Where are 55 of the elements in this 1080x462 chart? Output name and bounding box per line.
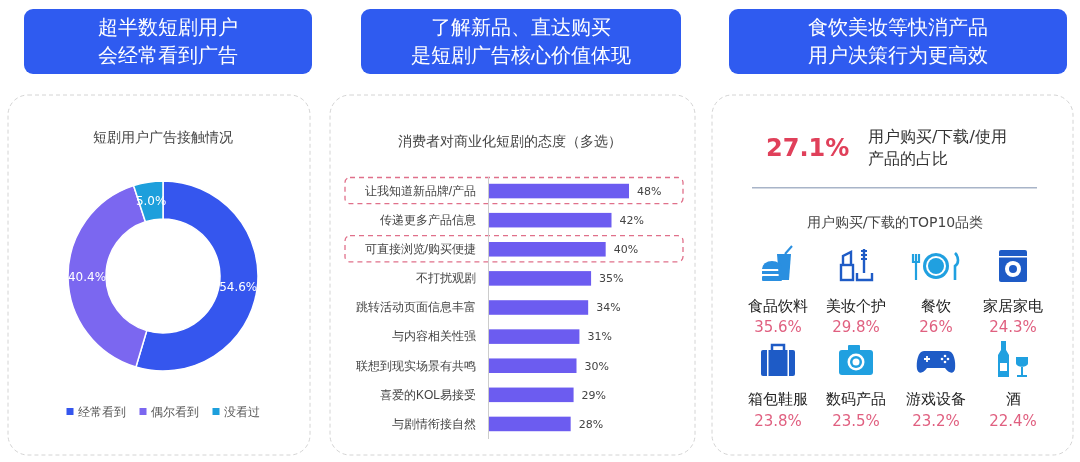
legend-label: 没看过 xyxy=(223,405,260,420)
bar xyxy=(489,271,592,286)
chart-subtitle: 消费者对商业化短剧的态度（多选） xyxy=(398,133,622,149)
y-tick-label: 不打扰观剧 xyxy=(416,271,476,286)
text: 用户购买/下载的TOP10品类 xyxy=(806,214,984,230)
bar xyxy=(489,358,577,373)
text: 27.1% xyxy=(766,134,850,162)
text: 24.3% xyxy=(989,318,1037,336)
data-label: 48% xyxy=(637,184,662,198)
bar xyxy=(489,329,580,344)
text: 29.8% xyxy=(832,318,880,336)
category-label: 游戏设备 xyxy=(906,390,966,408)
text: 23.2% xyxy=(912,412,960,430)
y-tick-label: 联想到现实场景有共鸣 xyxy=(356,358,476,373)
category-label: 美妆个护 xyxy=(826,297,886,315)
bar xyxy=(489,242,606,257)
y-tick-label: 让我知道新品牌/产品 xyxy=(364,183,476,198)
y-tick-label: 跳转活动页面信息丰富 xyxy=(356,300,476,315)
text: 26% xyxy=(919,318,953,336)
data-label: 54.6% xyxy=(219,280,258,295)
legend-label: 经常看到 xyxy=(77,405,126,420)
data-label: 35% xyxy=(599,272,624,286)
text: 食饮美妆等快消产品用户决策行为更高效 xyxy=(808,15,988,67)
category-label: 数码产品 xyxy=(826,390,886,408)
data-label: 34% xyxy=(596,301,621,315)
text: 用户购买/下载/使用产品的占比 xyxy=(868,127,1007,168)
y-tick-label: 可直接浏览/购买便捷 xyxy=(364,242,476,257)
text: 35.6% xyxy=(754,318,802,336)
category-label: 食品饮料 xyxy=(748,297,808,315)
category-label: 餐饮 xyxy=(921,297,951,315)
chart-subtitle: 短剧用户广告接触情况 xyxy=(93,129,233,145)
text: 23.5% xyxy=(832,412,880,430)
category-label: 家居家电 xyxy=(983,297,1043,315)
legend-label: 偶尔看到 xyxy=(150,405,199,420)
chart-title: 了解新品、直达购买是短剧广告核心价值体现 xyxy=(411,15,631,67)
bar xyxy=(489,212,612,228)
data-label: 42% xyxy=(619,214,644,228)
bar xyxy=(489,183,629,199)
bar xyxy=(489,416,571,432)
text: 23.8% xyxy=(754,412,802,430)
bar xyxy=(489,300,589,315)
chart-title: 超半数短剧用户会经常看到广告 xyxy=(98,15,238,67)
y-tick-label: 传递更多产品信息 xyxy=(380,213,476,228)
data-label: 40% xyxy=(613,243,639,257)
category-label: 酒 xyxy=(1005,390,1021,408)
data-label: 28% xyxy=(578,417,604,431)
category-label: 箱包鞋服 xyxy=(748,390,808,408)
y-tick-label: 与剧情衔接自然 xyxy=(392,416,476,431)
y-tick-label: 与内容相关性强 xyxy=(392,329,476,344)
text: 22.4% xyxy=(989,412,1037,430)
data-label: 31% xyxy=(587,330,612,344)
data-label: 29% xyxy=(581,388,607,402)
data-label: 30% xyxy=(584,359,609,373)
y-tick-label: 喜爱的KOL易接受 xyxy=(379,387,476,402)
bar xyxy=(489,387,574,403)
